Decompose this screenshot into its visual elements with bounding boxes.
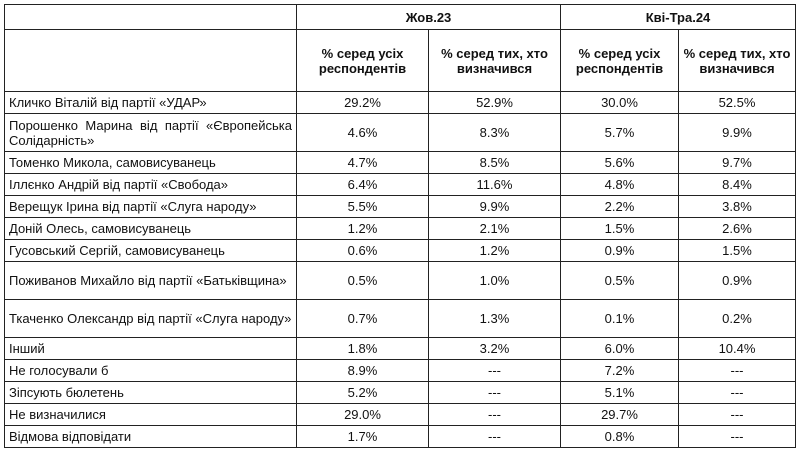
value-cell: --- <box>678 381 796 404</box>
value-cell: 1.5% <box>678 239 796 262</box>
value-cell: 1.7% <box>296 425 429 448</box>
value-cell: --- <box>428 359 561 382</box>
value-cell: 29.2% <box>296 91 429 114</box>
table-row: Ткаченко Олександр від партії «Слуга нар… <box>4 299 796 338</box>
subheader-all-respondents: % серед усіх респондентів <box>560 29 679 92</box>
value-cell: 7.2% <box>560 359 679 382</box>
value-cell: 9.9% <box>678 113 796 152</box>
value-cell: 29.7% <box>560 403 679 426</box>
value-cell: 9.7% <box>678 151 796 174</box>
value-cell: --- <box>678 359 796 382</box>
candidate-name-cell: Гусовський Сергій, самовисуванець <box>4 239 297 262</box>
table-row: Інший 1.8% 3.2% 6.0% 10.4% <box>4 337 796 360</box>
value-cell: 1.8% <box>296 337 429 360</box>
value-cell: 1.0% <box>428 261 561 300</box>
value-cell: 9.9% <box>428 195 561 218</box>
value-cell: 5.2% <box>296 381 429 404</box>
value-cell: 2.6% <box>678 217 796 240</box>
value-cell: --- <box>428 381 561 404</box>
value-cell: 0.1% <box>560 299 679 338</box>
candidate-name-cell: Верещук Ірина від партії «Слуга народу» <box>4 195 297 218</box>
subheader-blank-cell <box>4 29 297 92</box>
candidate-name-cell: Кличко Віталій від партії «УДАР» <box>4 91 297 114</box>
value-cell: 4.7% <box>296 151 429 174</box>
value-cell: --- <box>428 403 561 426</box>
subheader-row: % серед усіх респондентів % серед тих, х… <box>4 29 796 92</box>
period-header-apr-may24: Кві-Тра.24 <box>560 4 796 30</box>
table-row: Гусовський Сергій, самовисуванець 0.6% 1.2… <box>4 239 796 262</box>
table-row: Зіпсують бюлетень 5.2% --- 5.1% --- <box>4 381 796 404</box>
value-cell: 8.9% <box>296 359 429 382</box>
value-cell: 8.4% <box>678 173 796 196</box>
value-cell: 1.3% <box>428 299 561 338</box>
value-cell: 1.2% <box>296 217 429 240</box>
subheader-decided: % серед тих, хто визначився <box>428 29 561 92</box>
value-cell: 3.8% <box>678 195 796 218</box>
candidate-name-cell: Зіпсують бюлетень <box>4 381 297 404</box>
candidate-name-cell: Не голосували б <box>4 359 297 382</box>
value-cell: 30.0% <box>560 91 679 114</box>
candidate-name-cell: Ткаченко Олександр від партії «Слуга нар… <box>4 299 297 338</box>
poll-results-table: Жов.23 Кві-Тра.24 % серед усіх респонден… <box>4 4 796 448</box>
value-cell: 2.1% <box>428 217 561 240</box>
value-cell: 0.9% <box>560 239 679 262</box>
value-cell: 5.7% <box>560 113 679 152</box>
value-cell: 6.0% <box>560 337 679 360</box>
subheader-all-respondents: % серед усіх респондентів <box>296 29 429 92</box>
candidate-name-cell: Іллєнко Андрій від партії «Свобода» <box>4 173 297 196</box>
value-cell: 0.2% <box>678 299 796 338</box>
value-cell: 52.5% <box>678 91 796 114</box>
period-header-row: Жов.23 Кві-Тра.24 <box>4 4 796 30</box>
value-cell: 1.2% <box>428 239 561 262</box>
value-cell: 2.2% <box>560 195 679 218</box>
table-row: Відмова відповідати 1.7% --- 0.8% --- <box>4 425 796 448</box>
value-cell: 0.8% <box>560 425 679 448</box>
value-cell: 52.9% <box>428 91 561 114</box>
candidate-name-cell: Не визначилися <box>4 403 297 426</box>
candidate-name-cell: Відмова відповідати <box>4 425 297 448</box>
value-cell: 0.9% <box>678 261 796 300</box>
poll-table-container: Жов.23 Кві-Тра.24 % серед усіх респонден… <box>4 4 796 448</box>
value-cell: 0.7% <box>296 299 429 338</box>
candidate-name-cell: Поживанов Михайло від партії «Батьківщин… <box>4 261 297 300</box>
value-cell: 1.5% <box>560 217 679 240</box>
value-cell: 0.6% <box>296 239 429 262</box>
corner-cell <box>4 4 297 30</box>
value-cell: 5.1% <box>560 381 679 404</box>
table-row: Доній Олесь, самовисуванець 1.2% 2.1% 1.5% 2… <box>4 217 796 240</box>
table-row: Кличко Віталій від партії «УДАР» 29.2% 52.… <box>4 91 796 114</box>
value-cell: 4.8% <box>560 173 679 196</box>
value-cell: 6.4% <box>296 173 429 196</box>
period-header-oct23: Жов.23 <box>296 4 561 30</box>
candidate-name-cell: Томенко Микола, самовисуванець <box>4 151 297 174</box>
candidate-name-cell: Порошенко Марина від партії «Європейська… <box>4 113 297 152</box>
candidate-name-cell: Доній Олесь, самовисуванець <box>4 217 297 240</box>
table-row: Поживанов Михайло від партії «Батьківщин… <box>4 261 796 300</box>
table-row: Іллєнко Андрій від партії «Свобода» 6.4% 1… <box>4 173 796 196</box>
subheader-decided: % серед тих, хто визначився <box>678 29 796 92</box>
value-cell: --- <box>678 425 796 448</box>
value-cell: 3.2% <box>428 337 561 360</box>
value-cell: 10.4% <box>678 337 796 360</box>
value-cell: 0.5% <box>560 261 679 300</box>
value-cell: --- <box>428 425 561 448</box>
value-cell: 8.3% <box>428 113 561 152</box>
table-row: Томенко Микола, самовисуванець 4.7% 8.5% 5.… <box>4 151 796 174</box>
table-row: Порошенко Марина від партії «Європейська… <box>4 113 796 152</box>
value-cell: 5.5% <box>296 195 429 218</box>
value-cell: --- <box>678 403 796 426</box>
table-row: Не голосували б 8.9% --- 7.2% --- <box>4 359 796 382</box>
table-body: Кличко Віталій від партії «УДАР» 29.2% 52.… <box>4 91 796 448</box>
value-cell: 11.6% <box>428 173 561 196</box>
value-cell: 0.5% <box>296 261 429 300</box>
value-cell: 29.0% <box>296 403 429 426</box>
table-row: Не визначилися 29.0% --- 29.7% --- <box>4 403 796 426</box>
value-cell: 8.5% <box>428 151 561 174</box>
table-row: Верещук Ірина від партії «Слуга народу» 5… <box>4 195 796 218</box>
candidate-name-cell: Інший <box>4 337 297 360</box>
value-cell: 4.6% <box>296 113 429 152</box>
value-cell: 5.6% <box>560 151 679 174</box>
